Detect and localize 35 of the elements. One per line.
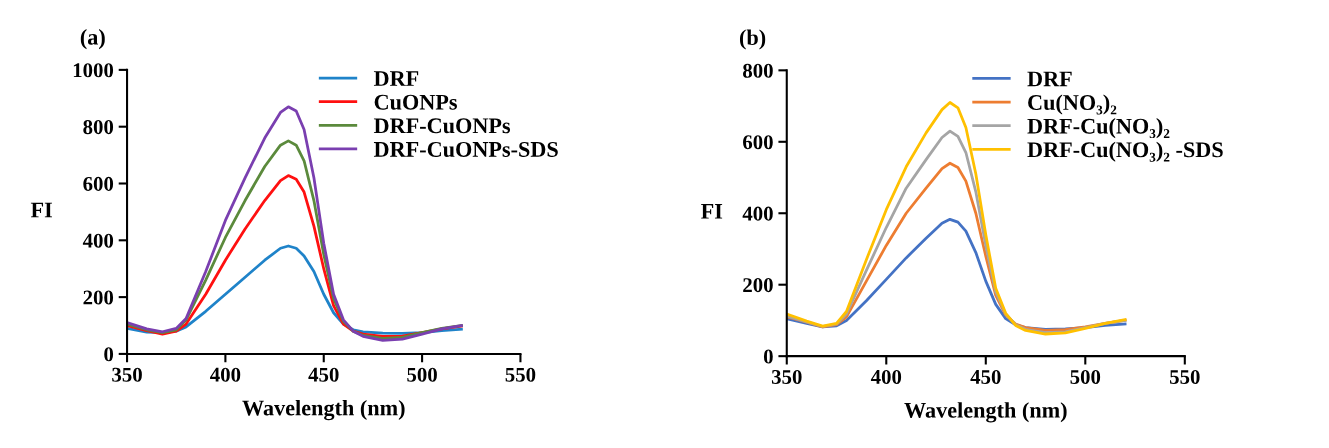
x-tick-label: 500: [1070, 369, 1101, 385]
y-axis-title: FI: [701, 204, 723, 219]
x-tick-label: 550: [1170, 369, 1200, 385]
x-tick-label: 450: [308, 367, 339, 382]
legend-label: DRF: [1027, 71, 1072, 87]
x-tick-label: 500: [407, 367, 437, 382]
y-tick-label: 0: [763, 349, 773, 364]
y-tick-label: 1000: [73, 63, 114, 78]
x-axis-title: Wavelength (nm): [904, 402, 1067, 423]
legend-label: CuONPs: [374, 94, 457, 110]
x-tick-label: 400: [210, 367, 241, 382]
legend-label: DRF: [373, 71, 419, 86]
y-tick-label: 800: [743, 63, 773, 78]
x-tick-label: 350: [112, 367, 142, 382]
y-tick-label: 400: [742, 206, 773, 221]
chart-title: (b): [739, 29, 766, 50]
x-tick-label: 400: [870, 369, 902, 385]
legend-label: DRF-Cu(NO₃)₂: [1027, 118, 1170, 139]
y-axis-title: FI: [30, 202, 52, 218]
x-axis-title: Wavelength (nm): [242, 399, 405, 421]
y-tick-label: 200: [743, 278, 773, 293]
x-tick-label: 350: [771, 369, 802, 385]
legend-label: DRF-Cu(NO₃)₂ -SDS: [1027, 141, 1223, 162]
y-tick-label: 600: [743, 135, 773, 150]
y-tick-label: 0: [104, 347, 114, 362]
x-tick-label: 550: [505, 367, 536, 382]
y-tick-label: 800: [83, 120, 114, 135]
chart-title: (a): [80, 29, 105, 50]
legend-label: Cu(NO₃)₂: [1028, 94, 1117, 115]
y-tick-label: 400: [82, 233, 114, 248]
x-tick-label: 450: [970, 369, 1001, 385]
legend-label: DRF-CuONPs: [373, 118, 511, 134]
y-tick-label: 600: [83, 176, 114, 191]
legend-label: DRF-CuONPs-SDS: [373, 141, 558, 157]
y-tick-label: 200: [83, 290, 114, 305]
